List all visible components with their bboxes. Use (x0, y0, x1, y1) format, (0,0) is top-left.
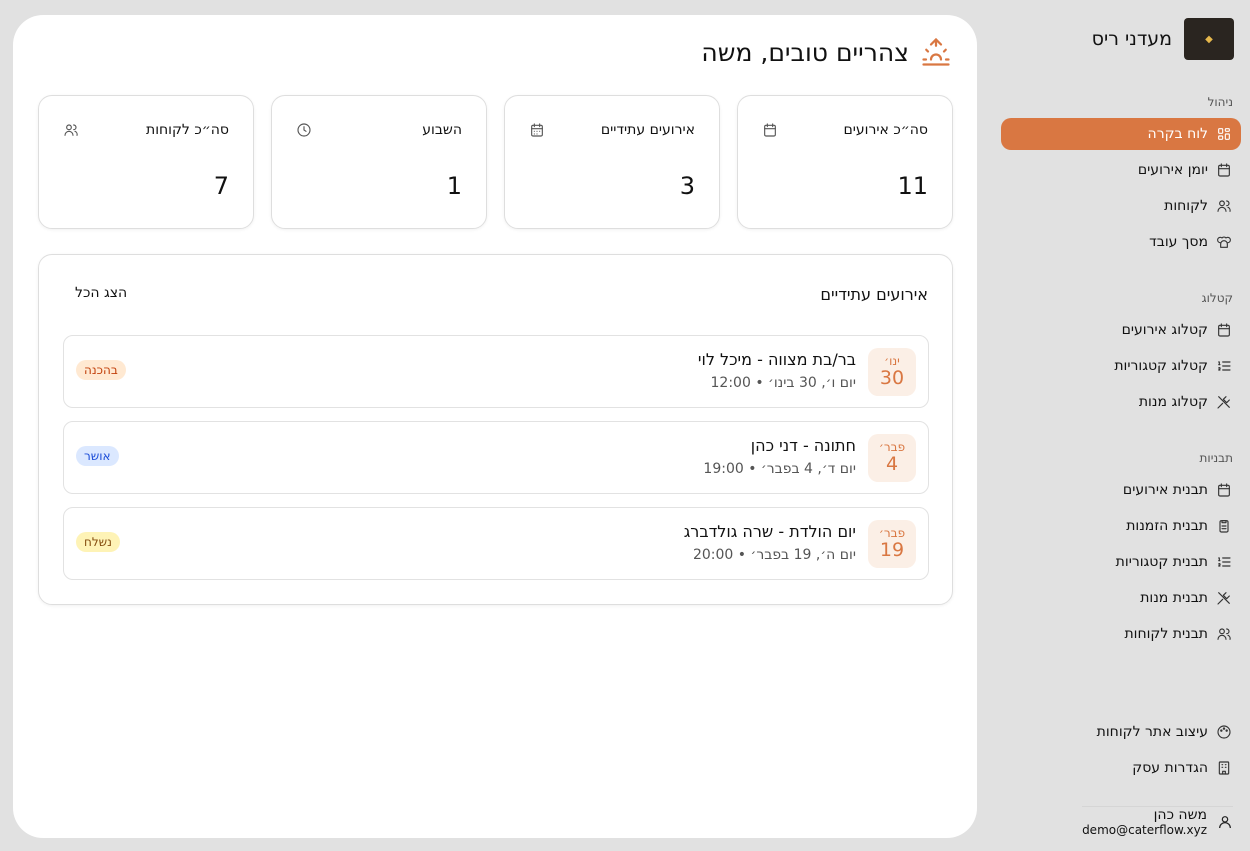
sidebar-item[interactable]: תבנית קטגוריות (1001, 546, 1241, 578)
brand-name: מעדני ריס (1091, 28, 1172, 50)
event-datetime: יום ד׳, 4 בפבר׳ • 19:00 (703, 461, 856, 477)
brand-logo: ◆ (1184, 18, 1234, 60)
event-name: בר/בת מצווה - מיכל לוי (697, 350, 856, 369)
utensils-icon (1217, 592, 1230, 605)
building-icon (1218, 761, 1230, 775)
event-datetime: יום ה׳, 19 בפבר׳ • 20:00 (692, 547, 856, 563)
calendar-icon (1218, 163, 1230, 177)
sidebar-item-label: קטלוג אירועים (1121, 322, 1208, 338)
stat-value: 1 (446, 172, 462, 200)
stat-label: סה״כ לקוחות (146, 122, 229, 138)
users-icon (64, 124, 78, 136)
stat-label: סה״כ אירועים (843, 122, 929, 138)
sidebar-section-label: תבניות (1199, 451, 1233, 465)
sidebar-item[interactable]: לקוחות (1001, 190, 1241, 222)
sidebar-item-label: לקוחות (1164, 198, 1208, 214)
stat-value: 3 (679, 172, 695, 200)
status-badge: נשלח (76, 532, 120, 552)
greeting: צהריים טובים, משה (701, 37, 951, 67)
stat-label: השבוע (422, 122, 462, 138)
brand: ◆ מעדני ריס (1092, 18, 1234, 60)
event-row[interactable]: פבר׳ 4 חתונה - דני כהן יום ד׳, 4 בפבר׳ • … (63, 421, 929, 494)
user-name: משה כהן (1153, 807, 1207, 823)
user-profile[interactable]: משה כהן demo@caterflow.xyz (1082, 806, 1233, 837)
sidebar-item-label: יומן אירועים (1137, 162, 1208, 178)
calendar-grid-icon (531, 123, 543, 137)
calendar-icon (1218, 323, 1230, 337)
event-month: פבר׳ (878, 526, 906, 540)
event-month: ינו׳ (884, 354, 900, 368)
sidebar-item[interactable]: מסך עובד (1001, 226, 1241, 258)
status-badge: בהכנה (76, 360, 126, 380)
list-ordered-icon (1218, 361, 1231, 371)
show-all-link[interactable]: הצג הכל (75, 285, 128, 301)
event-date: פבר׳ 4 (868, 434, 916, 482)
sidebar-item-label: תבנית קטגוריות (1115, 554, 1208, 570)
calendar-icon (764, 123, 776, 137)
event-datetime: יום ו׳, 30 בינו׳ • 12:00 (710, 375, 856, 391)
sidebar-item-label: תבנית אירועים (1122, 482, 1208, 498)
upcoming-title: אירועים עתידיים (820, 285, 928, 304)
sidebar-item-label: תבנית הזמנות (1126, 518, 1208, 534)
greeting-text: צהריים טובים, משה (701, 37, 909, 67)
dashboard-icon (1218, 128, 1230, 140)
user-icon (1219, 816, 1231, 829)
users-icon (1217, 628, 1231, 640)
sidebar-item-label: תבנית מנות (1140, 590, 1208, 606)
main-content: צהריים טובים, משה סה״כ אירועים 11 אירועי… (13, 15, 977, 838)
calendar-icon (1218, 483, 1230, 497)
sidebar-item[interactable]: תבנית לקוחות (1001, 618, 1241, 650)
sidebar-item-label: הגדרות עסק (1132, 760, 1208, 776)
clipboard-icon (1219, 520, 1229, 533)
user-email: demo@caterflow.xyz (1082, 823, 1207, 837)
sidebar-section-label: ניהול (1207, 95, 1233, 109)
stat-card: אירועים עתידיים 3 (504, 95, 720, 229)
sidebar-item[interactable]: תבנית מנות (1001, 582, 1241, 614)
stat-value: 7 (213, 172, 229, 200)
upcoming-events-panel: אירועים עתידיים הצג הכל ינו׳ 30 בר/בת מצו… (38, 254, 953, 605)
sidebar: ◆ מעדני ריס ניהול לוח בקרה יומן אירועים לקו… (985, 0, 1250, 851)
event-day: 19 (879, 539, 905, 561)
utensils-icon (1217, 396, 1230, 409)
clock-icon (297, 123, 311, 137)
event-day: 4 (885, 453, 899, 475)
event-name: חתונה - דני כהן (750, 436, 856, 455)
sidebar-item[interactable]: יומן אירועים (1001, 154, 1241, 186)
sidebar-item-label: קטלוג מנות (1138, 394, 1208, 410)
sunset-icon (922, 37, 950, 66)
event-month: פבר׳ (878, 440, 906, 454)
sidebar-item-label: קטלוג קטגוריות (1114, 358, 1208, 374)
event-name: יום הולדת - שרה גולדברג (683, 522, 856, 541)
sidebar-item[interactable]: עיצוב אתר לקוחות (1001, 716, 1241, 748)
sidebar-section-label: קטלוג (1201, 291, 1233, 305)
stat-label: אירועים עתידיים (600, 122, 695, 138)
stat-card: השבוע 1 (271, 95, 487, 229)
sidebar-item[interactable]: לוח בקרה (1001, 118, 1241, 150)
sidebar-item-label: לוח בקרה (1147, 126, 1208, 142)
event-date: ינו׳ 30 (868, 348, 916, 396)
sidebar-item[interactable]: הגדרות עסק (1001, 752, 1241, 784)
sidebar-item[interactable]: קטלוג מנות (1001, 386, 1241, 418)
palette-icon (1217, 725, 1231, 739)
users-icon (1217, 200, 1231, 212)
event-date: פבר׳ 19 (868, 520, 916, 568)
stat-card: סה״כ לקוחות 7 (38, 95, 254, 229)
event-row[interactable]: ינו׳ 30 בר/בת מצווה - מיכל לוי יום ו׳, 30… (63, 335, 929, 408)
sidebar-item[interactable]: קטלוג אירועים (1001, 314, 1241, 346)
sidebar-item-label: תבנית לקוחות (1124, 626, 1208, 642)
sidebar-item[interactable]: תבנית אירועים (1001, 474, 1241, 506)
list-ordered-icon (1218, 557, 1231, 567)
event-day: 30 (879, 367, 905, 389)
status-badge: אושר (76, 446, 119, 466)
stat-card: סה״כ אירועים 11 (737, 95, 953, 229)
sidebar-item[interactable]: תבנית הזמנות (1001, 510, 1241, 542)
sidebar-item[interactable]: קטלוג קטגוריות (1001, 350, 1241, 382)
chef-hat-icon (1217, 236, 1231, 248)
sidebar-item-label: מסך עובד (1149, 234, 1208, 250)
sidebar-item-label: עיצוב אתר לקוחות (1096, 724, 1208, 740)
event-row[interactable]: פבר׳ 19 יום הולדת - שרה גולדברג יום ה׳, 1… (63, 507, 929, 580)
stat-value: 11 (897, 172, 928, 200)
